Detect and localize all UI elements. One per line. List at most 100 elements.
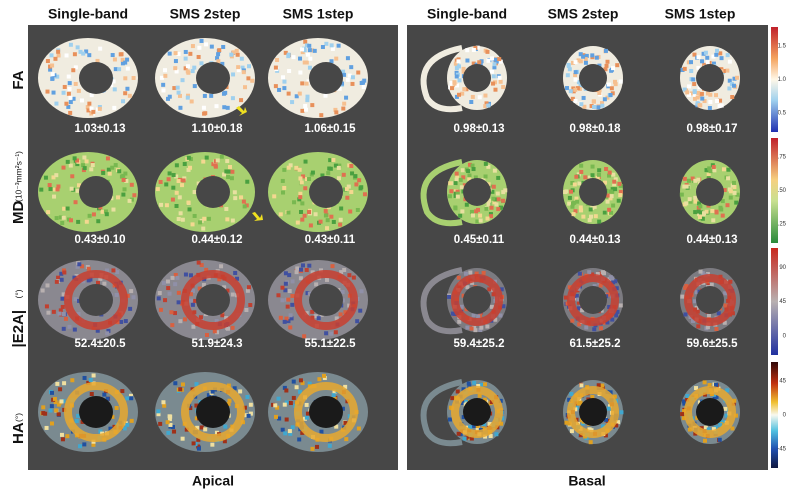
speckle — [273, 84, 278, 89]
speckle — [361, 85, 366, 90]
speckle — [181, 178, 186, 183]
speckle — [327, 166, 332, 171]
speckle — [501, 198, 506, 203]
row-unit: (°) — [13, 289, 23, 298]
speckle — [196, 444, 201, 449]
speckle — [616, 420, 621, 425]
speckle — [680, 412, 685, 417]
speckle — [450, 86, 455, 91]
speckle — [499, 421, 504, 426]
speckle — [700, 59, 705, 64]
speckle — [355, 319, 360, 324]
column-header: SMS 1step — [283, 6, 354, 22]
speckle — [615, 63, 620, 68]
speckle — [174, 190, 179, 195]
speckle — [588, 214, 593, 219]
speckle — [275, 58, 280, 63]
speckle — [72, 52, 77, 57]
speckle — [329, 43, 334, 48]
speckle — [219, 154, 224, 159]
colorbar — [771, 27, 778, 132]
speckle — [486, 164, 491, 169]
speckle — [76, 88, 81, 93]
speckle — [354, 182, 359, 187]
speckle — [91, 442, 96, 447]
speckle — [283, 281, 288, 286]
speckle — [489, 205, 494, 210]
blood-pool — [196, 62, 230, 94]
speckle — [307, 263, 312, 268]
speckle — [607, 277, 612, 282]
speckle — [323, 213, 328, 218]
speckle — [53, 400, 58, 405]
speckle — [178, 105, 183, 110]
speckle — [698, 210, 703, 215]
speckle — [186, 155, 191, 160]
speckle — [323, 93, 328, 98]
speckle — [333, 163, 338, 168]
speckle — [694, 386, 699, 391]
speckle — [183, 56, 188, 61]
speckle — [104, 212, 109, 217]
speckle — [711, 165, 716, 170]
speckle — [105, 268, 110, 273]
speckle — [572, 182, 577, 187]
speckle — [226, 169, 231, 174]
speckle — [454, 177, 459, 182]
speckle — [199, 61, 204, 66]
speckle — [357, 178, 362, 183]
speckle — [173, 51, 178, 56]
speckle — [46, 310, 51, 315]
speckle — [113, 67, 118, 72]
blood-pool — [196, 176, 230, 208]
speckle — [728, 189, 733, 194]
speckle — [488, 214, 493, 219]
speckle — [326, 171, 331, 176]
colorbar-label: 45 — [779, 299, 786, 305]
speckle — [167, 417, 172, 422]
speckle — [232, 386, 237, 391]
speckle — [582, 104, 587, 109]
speckle — [91, 373, 96, 378]
mri-image — [38, 152, 138, 232]
mri-image — [680, 46, 740, 111]
speckle — [707, 166, 712, 171]
speckle — [201, 283, 206, 288]
speckle — [592, 104, 597, 109]
speckle — [156, 409, 161, 414]
speckle — [105, 331, 110, 336]
speckle — [229, 52, 234, 57]
speckle — [48, 67, 53, 72]
speckle — [603, 48, 608, 53]
speckle — [726, 176, 731, 181]
speckle — [122, 187, 127, 192]
speckle — [291, 379, 296, 384]
speckle — [485, 216, 490, 221]
speckle — [105, 156, 110, 161]
speckle — [612, 394, 617, 399]
speckle — [310, 270, 315, 275]
speckle — [356, 70, 361, 75]
speckle — [233, 196, 238, 201]
speckle — [175, 275, 180, 280]
speckle — [40, 288, 45, 293]
speckle — [284, 316, 289, 321]
speckle — [242, 204, 247, 209]
speckle — [189, 99, 194, 104]
speckle — [44, 304, 49, 309]
speckle — [308, 223, 313, 228]
speckle — [458, 213, 463, 218]
row-name: MD — [10, 201, 27, 224]
speckle — [45, 283, 50, 288]
speckle — [455, 189, 460, 194]
speckle — [344, 95, 349, 100]
speckle — [125, 57, 130, 62]
speckle — [597, 168, 602, 173]
colorbar — [771, 248, 778, 355]
speckle — [489, 69, 494, 74]
speckle — [693, 431, 698, 436]
speckle — [705, 55, 710, 60]
speckle — [578, 205, 583, 210]
speckle — [233, 270, 238, 275]
speckle — [295, 266, 300, 271]
